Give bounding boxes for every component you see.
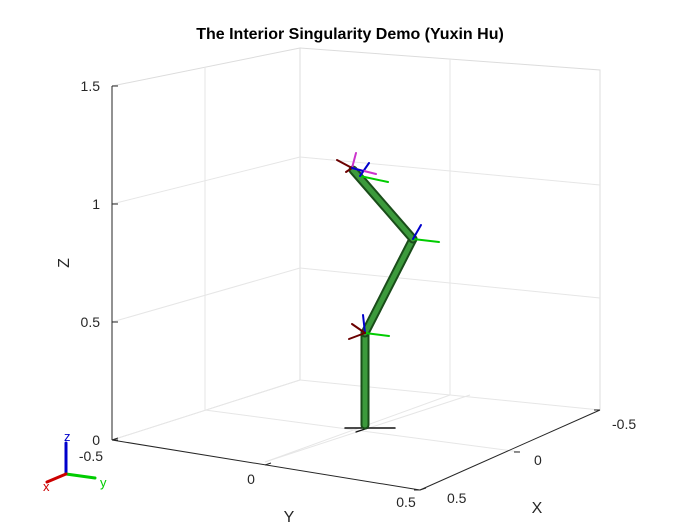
y-tick-label: -0.5 <box>79 448 103 464</box>
x-tick-label: 0.5 <box>447 490 467 506</box>
orientation-triad <box>45 441 97 484</box>
x-tick-marks <box>414 409 600 491</box>
x-tick-label: -0.5 <box>612 416 636 432</box>
z-tick-label: 0.5 <box>81 314 101 330</box>
z-tick-label: 1 <box>92 196 100 212</box>
x-tick-label: 0 <box>534 452 542 468</box>
plot-title: The Interior Singularity Demo (Yuxin Hu) <box>196 26 504 43</box>
x-axis-label: X <box>532 500 543 517</box>
end-effector-frame <box>336 152 377 175</box>
joint-frame-3 <box>359 162 389 183</box>
y-tick-marks <box>111 437 427 491</box>
y-tick-label: 0.5 <box>396 494 416 510</box>
joint-frame-1 <box>348 314 390 340</box>
y-axis-label: Y <box>284 509 295 525</box>
z-axis-label: Z <box>56 258 73 268</box>
triad-y-label: y <box>100 475 107 490</box>
robot-links <box>348 165 418 430</box>
triad-z-label: z <box>64 429 71 444</box>
triad-x-label: x <box>43 479 50 494</box>
z-tick-label: 1.5 <box>81 78 101 94</box>
joint-frame-2 <box>412 224 440 243</box>
z-tick-label: 0 <box>92 432 100 448</box>
z-tick-marks <box>112 85 118 441</box>
y-tick-label: 0 <box>247 471 255 487</box>
grid-back-walls <box>111 47 601 463</box>
